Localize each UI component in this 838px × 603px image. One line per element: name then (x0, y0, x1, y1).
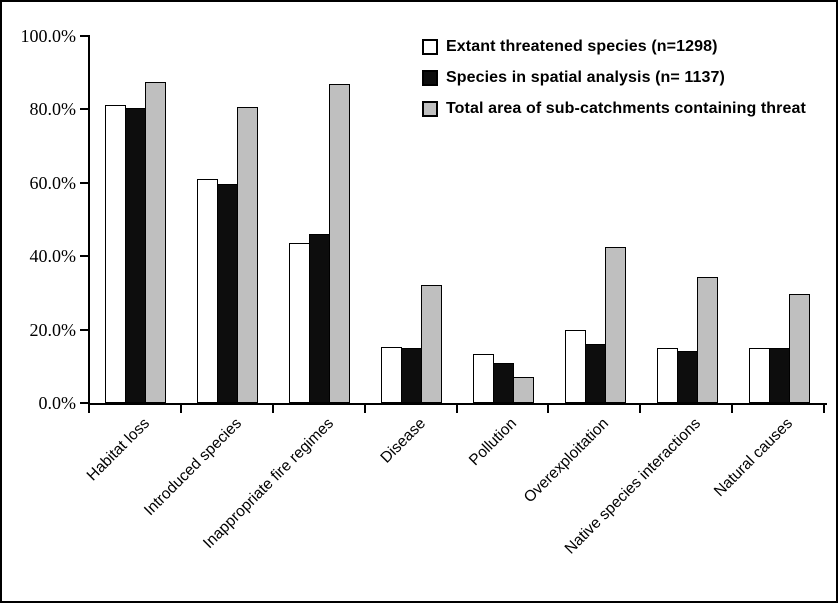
bar-native-species-interactions-s2 (676, 351, 698, 403)
y-axis-tick-label: 40.0% (29, 246, 77, 267)
legend-item-1: Extant threatened species (n=1298) (422, 38, 806, 56)
legend-swatch-icon (422, 39, 438, 55)
bar-native-species-interactions-s3 (696, 277, 718, 403)
y-axis-tick-label: 80.0% (29, 99, 77, 120)
bar-introduced-species-s3 (237, 106, 259, 403)
x-axis-tick (363, 405, 366, 413)
x-axis-tick (88, 405, 90, 413)
y-axis-tick-label: 0.0% (38, 393, 77, 413)
x-axis-tick (639, 405, 642, 413)
bar-habitat-loss-s1 (105, 105, 127, 403)
x-axis-label-native-species-interactions: Native species interactions (561, 415, 705, 558)
bar-natural-causes-s2 (768, 348, 790, 403)
x-axis-tick (455, 405, 458, 413)
bar-pollution-s3 (512, 376, 534, 403)
y-axis-tick (80, 35, 88, 37)
legend-swatch-icon (422, 70, 438, 86)
y-axis-tick (80, 402, 88, 404)
y-axis (88, 35, 90, 405)
y-axis-tick (80, 255, 88, 258)
bar-overexploitation-s2 (584, 344, 606, 403)
legend-item-3: Total area of sub-catchments containing … (422, 100, 806, 118)
bar-overexploitation-s3 (604, 247, 626, 403)
x-axis-tick (179, 405, 182, 413)
x-axis-label-introduced-species: Introduced species (140, 415, 245, 520)
legend-label: Species in spatial analysis (n= 1137) (446, 69, 725, 86)
bar-disease-s2 (401, 348, 423, 403)
plot-area (90, 36, 825, 403)
bar-overexploitation-s1 (564, 330, 586, 403)
bar-habitat-loss-s2 (125, 108, 147, 403)
y-axis-tick (80, 181, 88, 184)
legend: Extant threatened species (n=1298) Specie… (422, 38, 806, 131)
legend-label: Extant threatened species (n=1298) (446, 38, 718, 55)
bar-introduced-species-s1 (197, 178, 219, 403)
bar-pollution-s1 (472, 353, 494, 403)
x-axis-tick (547, 405, 550, 413)
bar-natural-causes-s1 (748, 348, 770, 403)
legend-label: Total area of sub-catchments containing … (446, 100, 806, 117)
x-axis-tick (731, 405, 734, 413)
bar-natural-causes-s3 (788, 294, 810, 403)
bar-inappropriate-fire-regimes-s3 (329, 84, 351, 403)
x-axis (88, 403, 827, 405)
y-axis-tick-label: 20.0% (29, 319, 77, 340)
bar-inappropriate-fire-regimes-s2 (309, 234, 331, 403)
legend-swatch-icon (422, 101, 438, 117)
bar-pollution-s2 (492, 362, 514, 403)
bar-disease-s3 (421, 284, 443, 403)
y-axis-tick (80, 108, 88, 111)
x-axis-label-natural-causes: Natural causes (710, 415, 797, 501)
x-axis-tick (823, 405, 825, 413)
legend-item-2: Species in spatial analysis (n= 1137) (422, 69, 806, 87)
bar-disease-s1 (381, 346, 403, 403)
bar-introduced-species-s2 (217, 183, 239, 403)
bar-native-species-interactions-s1 (656, 348, 678, 403)
y-axis-tick-label: 60.0% (29, 172, 77, 193)
bar-habitat-loss-s3 (145, 81, 167, 403)
x-axis-label-overexploitation: Overexploitation (521, 415, 613, 507)
y-axis-tick (80, 328, 88, 331)
y-axis-tick-label: 100.0% (20, 26, 77, 46)
x-axis-tick (271, 405, 274, 413)
bar-inappropriate-fire-regimes-s1 (289, 243, 311, 403)
x-axis-label-inappropriate-fire-regimes: Inappropriate fire regimes (199, 415, 337, 552)
x-axis-label-disease: Disease (376, 415, 429, 467)
x-axis-label-pollution: Pollution (466, 415, 521, 470)
